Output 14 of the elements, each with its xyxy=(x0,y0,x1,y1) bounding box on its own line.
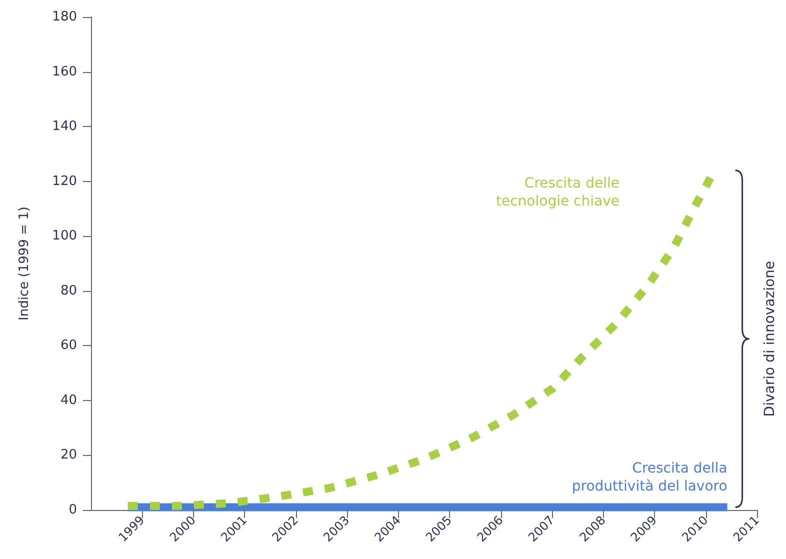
y-tick-label: 20 xyxy=(60,448,77,463)
y-tick-label: 120 xyxy=(52,174,77,189)
text: Divario di innovazione xyxy=(762,260,778,417)
y-tick-label: 60 xyxy=(60,338,77,354)
text: Crescita delle tecnologie chiave xyxy=(496,175,620,210)
y-tick-label: 140 xyxy=(52,119,77,134)
y-tick-label: 180 xyxy=(52,10,77,24)
y-tick-label: 100 xyxy=(52,228,77,244)
y-tick-label: 80 xyxy=(60,283,77,298)
y-tick-label: 40 xyxy=(60,392,77,408)
series-label: Crescita della produttività del lavoro xyxy=(572,460,728,494)
y-tick-label: 160 xyxy=(52,64,77,80)
y-tick-label: 0 xyxy=(68,502,77,518)
y-axis-title: Indice (1999 = 1) xyxy=(17,206,32,320)
